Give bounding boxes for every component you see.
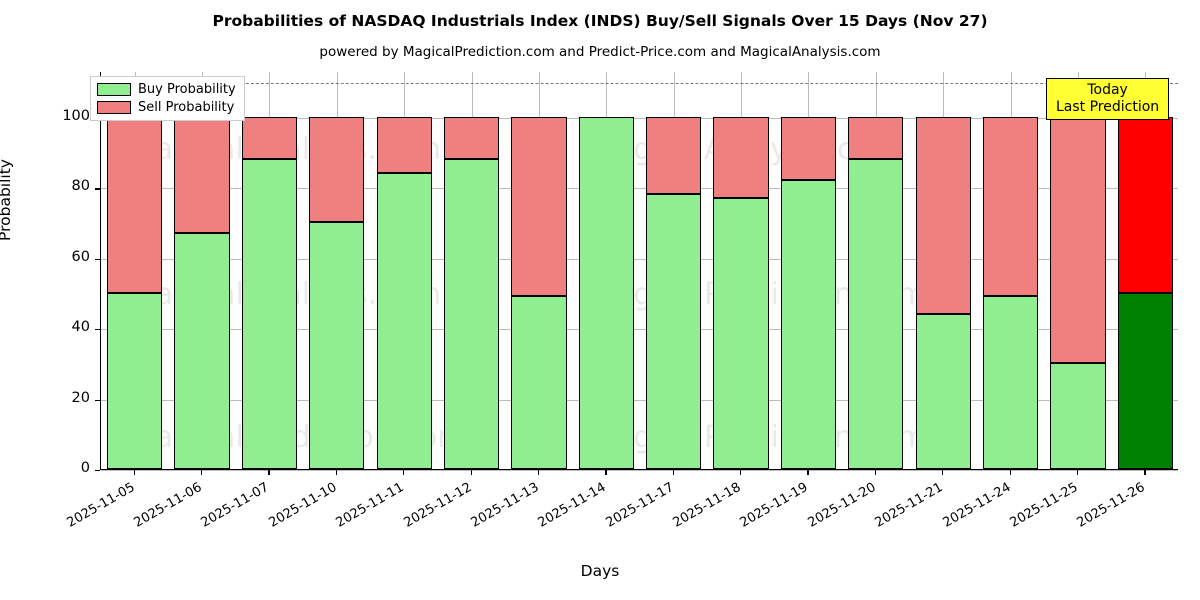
bar-group[interactable] xyxy=(1117,71,1173,469)
bar-segment-buy[interactable] xyxy=(1050,363,1106,469)
bar-segment-sell[interactable] xyxy=(915,116,971,315)
bar-segment-buy[interactable] xyxy=(848,159,904,469)
bar-segment-sell[interactable] xyxy=(848,116,904,160)
horizontal-gridline xyxy=(101,188,1178,190)
horizontal-gridline xyxy=(101,258,1178,260)
bar-segment-buy[interactable] xyxy=(982,296,1039,469)
bar-segment-buy[interactable] xyxy=(646,194,702,469)
bar-group[interactable] xyxy=(780,71,837,469)
bar-group[interactable] xyxy=(443,71,500,469)
bar-segment-buy[interactable] xyxy=(241,159,298,469)
bar-segment-buy[interactable] xyxy=(578,116,634,469)
plot-inner: MagicalAnalysis.comMagicalAnalysis.comMa… xyxy=(101,71,1178,471)
bar-group[interactable] xyxy=(376,71,432,469)
bar-segment-sell[interactable] xyxy=(443,116,500,160)
bar-group[interactable] xyxy=(848,71,904,469)
x-axis-tick-mark xyxy=(268,470,270,475)
y-axis-tick-mark xyxy=(95,470,100,472)
y-axis-tick-label: 40 xyxy=(71,319,90,336)
horizontal-gridline xyxy=(101,329,1178,331)
bar-segment-sell[interactable] xyxy=(241,116,298,160)
horizontal-gridline xyxy=(101,399,1178,401)
threshold-dashed-line xyxy=(101,82,1178,84)
x-axis-tick-mark xyxy=(537,470,540,475)
bar-segment-sell[interactable] xyxy=(511,116,567,297)
bar-group[interactable] xyxy=(646,71,702,469)
bar-group[interactable] xyxy=(1050,71,1106,469)
y-axis-tick-label: 0 xyxy=(80,460,90,476)
bar-segment-buy[interactable] xyxy=(107,292,163,469)
x-axis-tick-mark xyxy=(740,470,742,475)
today-annotation-line1: Today xyxy=(1087,82,1128,98)
bar-segment-sell[interactable] xyxy=(1050,116,1106,364)
x-axis-tick-mark xyxy=(1009,470,1011,475)
x-axis-tick-mark xyxy=(605,470,607,475)
x-axis-tick-mark xyxy=(335,470,338,475)
bar-group[interactable] xyxy=(309,71,365,469)
bar-segment-sell[interactable] xyxy=(309,116,365,223)
bar-segment-sell[interactable] xyxy=(713,116,769,198)
chart-subtitle: powered by MagicalPrediction.com and Pre… xyxy=(319,44,881,60)
bar-segment-buy[interactable] xyxy=(1117,292,1173,469)
bar-group[interactable] xyxy=(713,71,769,469)
bar-segment-buy[interactable] xyxy=(915,314,971,469)
x-axis-tick-mark xyxy=(672,470,674,475)
horizontal-gridline xyxy=(101,117,1178,119)
bar-group[interactable] xyxy=(915,71,971,469)
bar-group[interactable] xyxy=(982,71,1039,469)
bar-segment-sell[interactable] xyxy=(376,116,432,174)
bar-group[interactable] xyxy=(578,71,634,469)
x-axis-tick-mark xyxy=(1076,470,1079,475)
legend-item[interactable]: Buy Probability xyxy=(97,82,236,97)
x-axis-title: Days xyxy=(580,562,620,580)
x-axis-tick-mark xyxy=(1144,470,1146,475)
bar-segment-buy[interactable] xyxy=(511,296,567,469)
y-axis-tick-mark xyxy=(95,188,100,190)
bar-segment-sell[interactable] xyxy=(982,116,1039,297)
legend-item[interactable]: Sell Probability xyxy=(97,100,236,115)
x-axis-tick-mark xyxy=(403,470,405,475)
y-axis-tick-mark xyxy=(95,399,100,401)
today-annotation: Today Last Prediction xyxy=(1046,78,1170,121)
bar-group[interactable] xyxy=(107,71,163,469)
today-annotation-line2: Last Prediction xyxy=(1056,98,1160,115)
x-axis-tick-mark xyxy=(807,470,809,475)
plot-area: MagicalAnalysis.comMagicalAnalysis.comMa… xyxy=(100,71,1178,471)
bar-segment-buy[interactable] xyxy=(309,222,365,469)
y-axis-tick-mark xyxy=(95,258,100,260)
legend-label: Buy Probability xyxy=(138,82,236,97)
bar-segment-sell[interactable] xyxy=(1117,116,1173,293)
bar-segment-sell[interactable] xyxy=(646,116,702,195)
x-axis-tick-mark xyxy=(201,470,203,475)
y-axis-title: Probability xyxy=(0,159,14,241)
y-axis-tick-label: 20 xyxy=(71,389,90,406)
bar-segment-buy[interactable] xyxy=(443,159,500,469)
legend-swatch-icon xyxy=(97,101,131,114)
horizontal-gridline xyxy=(101,470,1178,471)
x-axis-tick-mark xyxy=(470,470,472,475)
bar-group[interactable] xyxy=(241,71,298,469)
x-axis-tick-mark xyxy=(133,470,135,475)
legend-swatch-icon xyxy=(97,83,131,96)
x-axis-tick-mark xyxy=(874,470,877,475)
bar-segment-buy[interactable] xyxy=(780,180,837,469)
y-axis-tick-label: 100 xyxy=(62,107,90,124)
bar-segment-buy[interactable] xyxy=(376,173,432,469)
y-axis-tick-label: 80 xyxy=(71,178,90,195)
bar-segment-sell[interactable] xyxy=(174,116,230,234)
bar-segment-buy[interactable] xyxy=(713,197,769,469)
bar-segment-sell[interactable] xyxy=(107,116,163,293)
y-axis-tick-label: 60 xyxy=(71,248,90,265)
chart-legend: Buy Probability Sell Probability xyxy=(90,76,245,121)
chart-title: Probabilities of NASDAQ Industrials Inde… xyxy=(212,12,988,30)
y-axis-tick-mark xyxy=(95,329,100,331)
bar-segment-sell[interactable] xyxy=(780,116,837,181)
x-axis-tick-mark xyxy=(942,470,944,475)
bar-group[interactable] xyxy=(174,71,230,469)
bar-group[interactable] xyxy=(511,71,567,469)
bar-segment-buy[interactable] xyxy=(174,233,230,469)
legend-label: Sell Probability xyxy=(138,100,235,115)
